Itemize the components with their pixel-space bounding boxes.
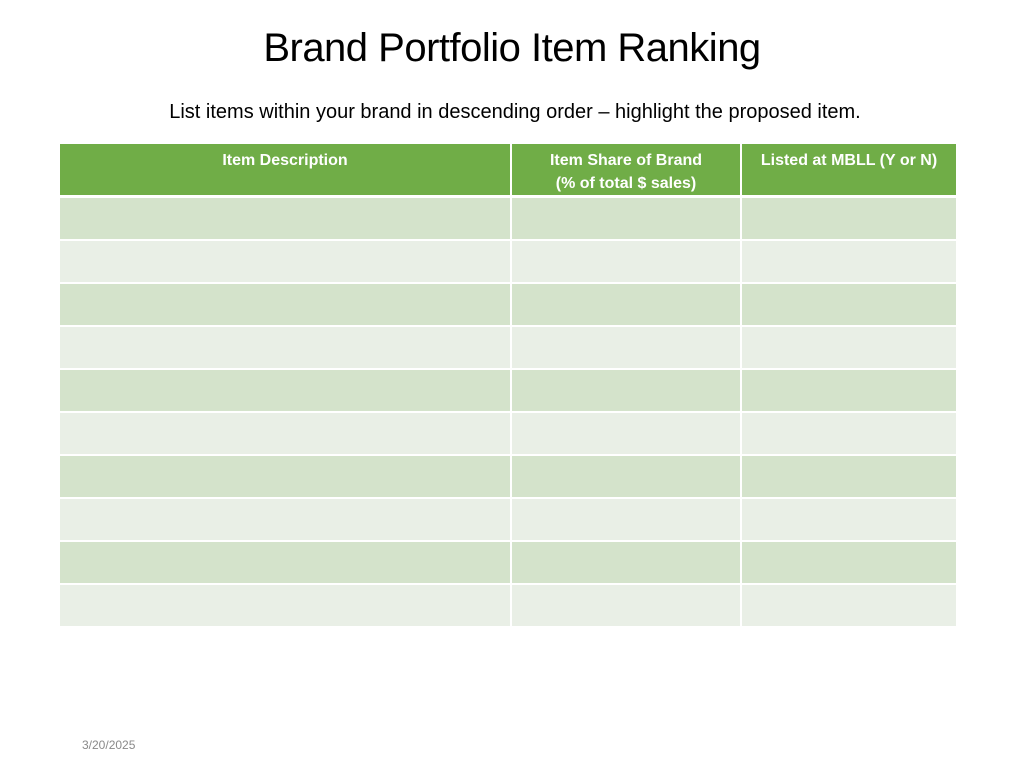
cell-item-description[interactable]: [60, 284, 512, 327]
cell-item-description[interactable]: [60, 585, 512, 628]
cell-item-share[interactable]: [512, 542, 742, 585]
header-sublabel: (% of total $ sales): [555, 175, 697, 192]
cell-item-description[interactable]: [60, 327, 512, 370]
cell-item-description[interactable]: [60, 542, 512, 585]
cell-item-description[interactable]: [60, 198, 512, 241]
table-row: [60, 198, 956, 241]
cell-item-share[interactable]: [512, 456, 742, 499]
cell-listed-at-mbll[interactable]: [742, 370, 956, 413]
table-row: [60, 499, 956, 542]
header-listed-at-mbll: Listed at MBLL (Y or N): [742, 144, 956, 198]
cell-item-share[interactable]: [512, 370, 742, 413]
cell-listed-at-mbll[interactable]: [742, 198, 956, 241]
cell-listed-at-mbll[interactable]: [742, 327, 956, 370]
cell-listed-at-mbll[interactable]: [742, 499, 956, 542]
table-row: [60, 456, 956, 499]
header-label: Item Share of Brand: [549, 152, 703, 169]
cell-listed-at-mbll[interactable]: [742, 542, 956, 585]
cell-item-share[interactable]: [512, 327, 742, 370]
header-item-description: Item Description: [60, 144, 512, 198]
cell-item-description[interactable]: [60, 370, 512, 413]
slide-title: Brand Portfolio Item Ranking: [263, 26, 761, 70]
table-row: [60, 585, 956, 628]
slide-date: 3/20/2025: [82, 738, 136, 752]
cell-item-share[interactable]: [512, 499, 742, 542]
table-row: [60, 370, 956, 413]
cell-item-share[interactable]: [512, 585, 742, 628]
cell-item-description[interactable]: [60, 456, 512, 499]
table-row: [60, 542, 956, 585]
slide-subtitle: List items within your brand in descendi…: [169, 101, 861, 123]
table-header-row: Item Description Item Share of Brand (% …: [60, 144, 956, 198]
cell-listed-at-mbll[interactable]: [742, 241, 956, 284]
table-row: [60, 327, 956, 370]
table-row: [60, 241, 956, 284]
table-row: [60, 413, 956, 456]
header-item-share: Item Share of Brand (% of total $ sales): [512, 144, 742, 198]
cell-item-description[interactable]: [60, 499, 512, 542]
cell-item-description[interactable]: [60, 241, 512, 284]
cell-item-share[interactable]: [512, 198, 742, 241]
cell-item-description[interactable]: [60, 413, 512, 456]
cell-item-share[interactable]: [512, 284, 742, 327]
cell-listed-at-mbll[interactable]: [742, 456, 956, 499]
ranking-table: Item Description Item Share of Brand (% …: [60, 144, 956, 628]
cell-item-share[interactable]: [512, 413, 742, 456]
header-label: Listed at MBLL (Y or N): [760, 152, 938, 169]
cell-listed-at-mbll[interactable]: [742, 585, 956, 628]
header-label: Item Description: [222, 152, 348, 169]
table-row: [60, 284, 956, 327]
cell-listed-at-mbll[interactable]: [742, 284, 956, 327]
cell-item-share[interactable]: [512, 241, 742, 284]
cell-listed-at-mbll[interactable]: [742, 413, 956, 456]
